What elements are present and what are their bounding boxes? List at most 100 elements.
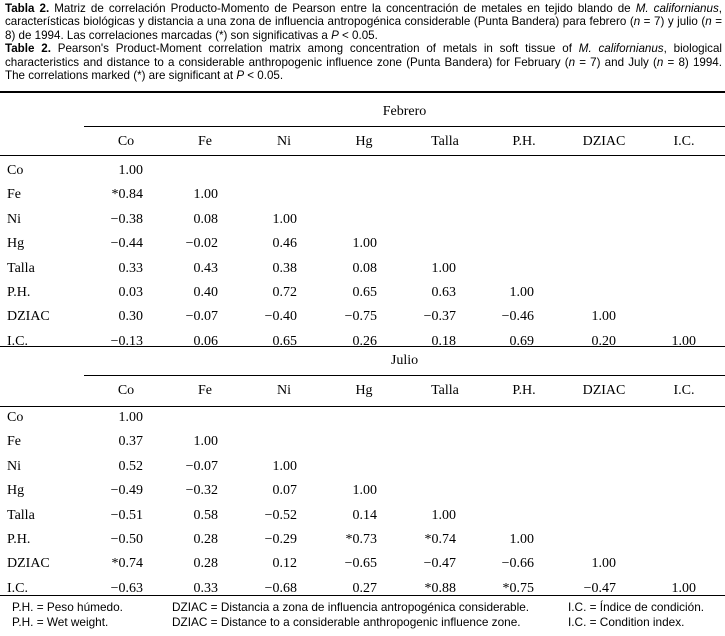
table-cell: 1.00 — [509, 285, 535, 300]
caption-text: = 8) de 1994. Las correlaciones marcadas… — [5, 15, 722, 42]
table-cell: 0.20 — [591, 333, 617, 349]
caption-text: = 8) 1994. The correlations marked (*) a… — [5, 55, 722, 83]
footnote-ic-es: I.C. = Índice de condición. — [568, 600, 705, 614]
table-cell: −0.44 — [110, 236, 143, 252]
table-cell: 0.28 — [193, 532, 219, 547]
table-cell: −0.47 — [583, 580, 616, 596]
table-cell: 1.00 — [352, 236, 378, 252]
table-cell: 1.00 — [352, 483, 378, 499]
table-cell: −0.49 — [110, 483, 143, 499]
table-cell: 0.58 — [193, 507, 219, 523]
table-cell: 1.00 — [509, 532, 535, 547]
section-divider-rule — [0, 346, 725, 347]
caption-label-en: Table 2. — [5, 42, 51, 56]
footnote-ic-en: I.C. = Condition index. — [568, 615, 685, 629]
column-header: Co — [117, 134, 135, 149]
table-cell: 0.72 — [272, 285, 298, 300]
table-cell: −0.47 — [423, 556, 456, 572]
caption-text: < 0.05. — [338, 28, 378, 42]
caption-text: < 0.05. — [244, 69, 284, 83]
table-cell: 0.65 — [272, 333, 298, 349]
table-cell: 0.33 — [193, 580, 219, 596]
row-label: Fe — [7, 434, 21, 450]
table-cell: 1.00 — [118, 410, 144, 425]
row-label: Co — [7, 163, 24, 178]
table-cell: 1.00 — [431, 260, 457, 276]
table-cell: 0.63 — [431, 285, 457, 300]
caption-text: , biological characteristics and distanc… — [5, 42, 722, 69]
table-cell: −0.68 — [264, 580, 297, 596]
column-header: Fe — [198, 134, 212, 149]
table-cell: 1.00 — [591, 556, 617, 572]
table-cell: *0.75 — [502, 580, 535, 596]
table-cell: 0.06 — [193, 333, 219, 349]
n-symbol: n — [705, 15, 712, 29]
row-label: Co — [7, 410, 24, 425]
row-label: Fe — [7, 187, 21, 203]
column-header: I.C. — [673, 134, 695, 149]
table-cell: −0.52 — [264, 507, 297, 523]
column-header: Talla — [431, 134, 459, 149]
row-label: Hg — [7, 483, 25, 499]
table-cell: 0.38 — [272, 260, 298, 276]
row-label: Hg — [7, 236, 25, 252]
row-label: I.C. — [7, 333, 28, 349]
table-cell: 0.27 — [352, 580, 378, 596]
column-header: P.H. — [512, 134, 536, 149]
table-cell: *0.84 — [111, 187, 144, 203]
table-cell: 1.00 — [272, 458, 298, 474]
column-header: Ni — [277, 383, 291, 398]
table-cell: 0.14 — [352, 507, 378, 523]
table-cell: 0.46 — [272, 236, 298, 252]
table-cell: 0.40 — [193, 285, 219, 300]
table-cell: 1.00 — [118, 163, 144, 178]
table-cell: −0.50 — [110, 532, 143, 547]
table-cell: −0.63 — [110, 580, 143, 596]
n-symbol: n — [633, 15, 641, 29]
p-symbol: P — [331, 28, 339, 42]
table-cell: 0.26 — [352, 333, 378, 349]
table-cell: −0.46 — [501, 309, 534, 325]
table-cell: 0.30 — [118, 309, 144, 325]
table-cell: −0.51 — [110, 507, 143, 523]
footnote-ph-en: P.H. = Wet weight. — [12, 615, 109, 629]
table-cell: 0.28 — [193, 556, 219, 572]
table-cell: 0.18 — [431, 333, 457, 349]
column-header: Hg — [355, 134, 373, 149]
table-cell: *0.73 — [345, 532, 378, 547]
table-cell: −0.37 — [423, 309, 456, 325]
footnote-dziac-es: DZIAC = Distancia a zona de influencia a… — [172, 600, 530, 614]
table-top-rule — [0, 91, 725, 93]
row-label: Ni — [7, 211, 21, 227]
table-cell: *0.74 — [424, 532, 457, 547]
table-bottom-rule — [0, 595, 725, 596]
table-cell: 0.33 — [118, 260, 144, 276]
column-header: P.H. — [512, 383, 536, 398]
column-header: I.C. — [673, 383, 695, 398]
table-cell: 1.00 — [591, 309, 617, 325]
species-name: M. californianus — [578, 42, 664, 56]
table-cell: 1.00 — [193, 187, 219, 203]
table-cell: −0.40 — [264, 309, 297, 325]
table-cell: 1.00 — [431, 507, 457, 523]
julio-header-rule — [0, 406, 725, 407]
footnote-ph-es: P.H. = Peso húmedo. — [12, 600, 123, 614]
table-cell: −0.29 — [264, 532, 297, 547]
caption-text: , características biológicas y distancia… — [5, 2, 722, 29]
table-cell: 0.07 — [272, 483, 298, 499]
julio-title-rule — [84, 375, 725, 376]
febrero-title-rule — [84, 126, 725, 127]
table-cell: −0.65 — [344, 556, 377, 572]
caption-english: Table 2. Pearson's Product-Moment correl… — [5, 42, 722, 82]
caption-text: = 7) y julio ( — [640, 15, 706, 29]
table-cell: 1.00 — [671, 580, 697, 596]
caption-text: Pearson's Product-Moment correlation mat… — [50, 42, 579, 56]
caption-spanish: Tabla 2. Matriz de correlación Producto-… — [5, 2, 722, 42]
caption-label-es: Tabla 2. — [5, 2, 50, 15]
column-header: DZIAC — [582, 134, 626, 149]
table-cell: 0.08 — [352, 260, 378, 276]
caption-text: Matriz de correlación Producto-Momento d… — [49, 2, 636, 15]
table-cell: *0.74 — [111, 556, 144, 572]
row-label: DZIAC — [7, 556, 50, 572]
table-cell: 0.03 — [118, 285, 144, 300]
